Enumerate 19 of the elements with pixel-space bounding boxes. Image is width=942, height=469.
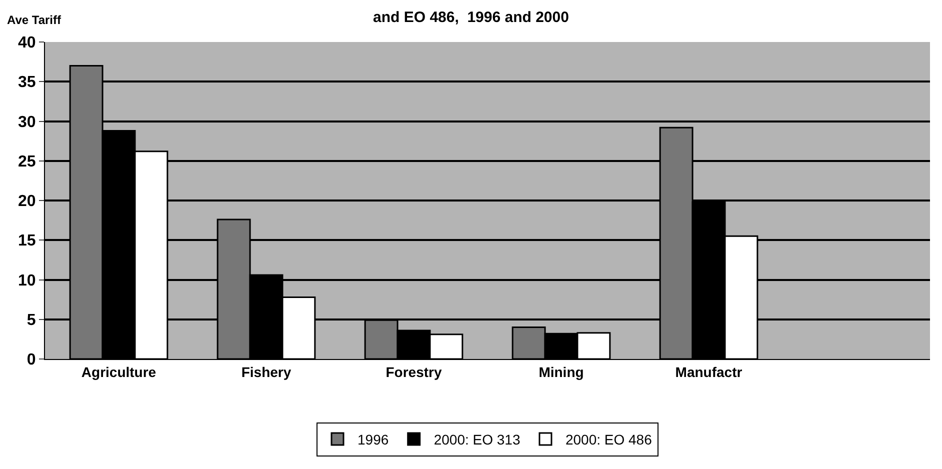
y-tick-label: 0: [26, 352, 36, 369]
y-tick-label: 25: [18, 153, 36, 170]
legend-label: 2000: EO 313: [434, 431, 520, 448]
y-tick-label: 20: [18, 193, 36, 210]
legend-label: 1996: [358, 431, 389, 448]
x-tick-label: Forestry: [386, 364, 442, 380]
chart-title: and EO 486, 1996 and 2000: [373, 9, 569, 26]
y-tick-label: 15: [18, 232, 36, 250]
y-axis-title: Ave Tariff: [7, 13, 62, 27]
y-tick-label: 10: [18, 272, 36, 290]
y-tick-label: 40: [18, 34, 36, 52]
legend-label: 2000: EO 486: [565, 431, 652, 448]
x-tick-label: Manufactr: [675, 364, 743, 380]
y-tick-label: 30: [18, 114, 36, 131]
x-tick-label: Agriculture: [81, 364, 156, 380]
x-tick-label: Mining: [538, 364, 584, 380]
x-tick-label: Fishery: [241, 364, 292, 380]
y-tick-label: 35: [18, 74, 36, 92]
y-tick-label: 5: [26, 312, 36, 329]
